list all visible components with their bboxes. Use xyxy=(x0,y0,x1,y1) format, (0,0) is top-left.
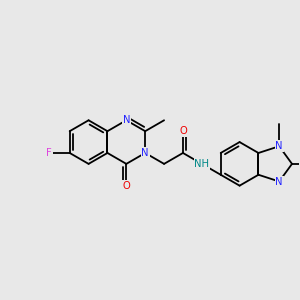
Text: O: O xyxy=(179,126,187,136)
Text: N: N xyxy=(142,148,149,158)
Text: N: N xyxy=(123,115,130,125)
Text: F: F xyxy=(46,148,52,158)
Text: N: N xyxy=(275,141,283,151)
Text: N: N xyxy=(275,176,283,187)
Text: NH: NH xyxy=(194,159,209,169)
Text: O: O xyxy=(122,181,130,191)
